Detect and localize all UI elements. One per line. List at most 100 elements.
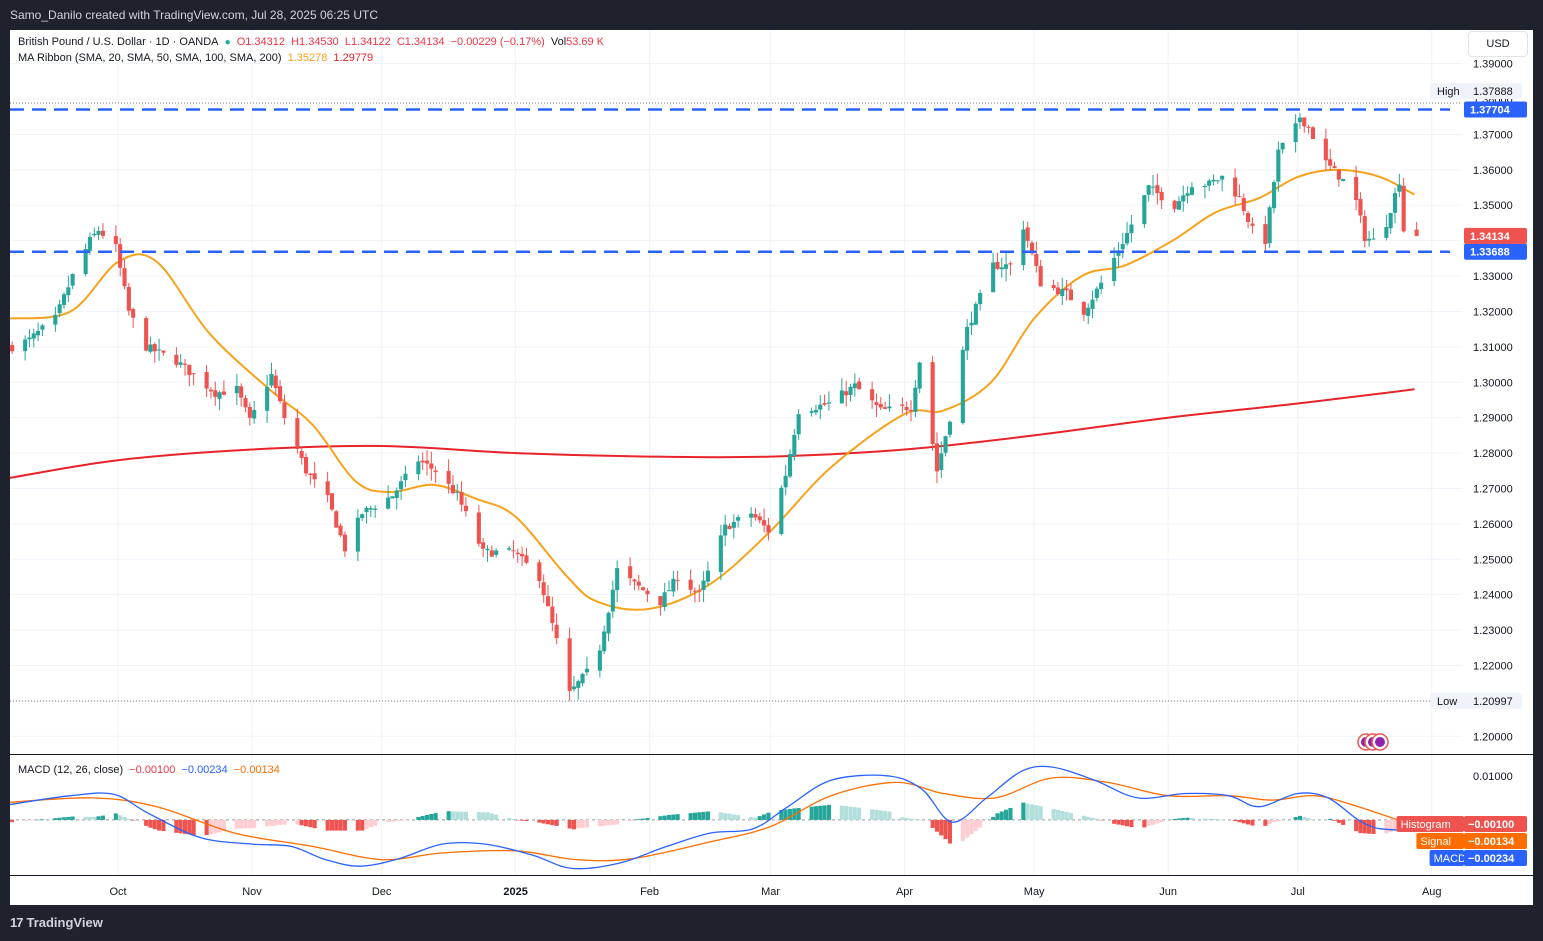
currency-button[interactable]: USD [1468,31,1528,57]
candle-body [878,404,883,408]
macd-histogram-bar [148,819,153,828]
us-events-icon[interactable] [1357,733,1389,751]
symbol-name[interactable]: British Pound / U.S. Dollar · 1D · OANDA [18,36,219,48]
candle [1276,141,1281,192]
candle-body [234,386,239,394]
candle [1185,186,1190,204]
macd-histogram-bar [144,819,149,826]
top-bar: Samo_Danilo created with TradingView.com… [0,0,1543,30]
candle [325,471,330,503]
candle [1086,303,1091,325]
candle-body [571,686,576,690]
candle-body [455,491,460,493]
candle-body [299,451,304,458]
candle [1030,240,1035,256]
price-axis-tick: 1.36000 [1473,165,1513,177]
ma-ribbon-title[interactable]: MA Ribbon (SMA, 20, SMA, 50, SMA, 100, S… [18,52,282,64]
macd-histogram-bar [1159,819,1164,822]
low-price-label[interactable]: Low 1.20997 [1430,693,1522,709]
price-axis-tick: 1.23000 [1473,625,1513,637]
macd-histogram-bar [723,813,728,820]
macd-histogram-bar [1025,803,1030,820]
macd-histogram-bar [844,806,849,820]
candle-body [1125,233,1130,244]
candle-body [736,517,741,521]
macd-histogram-bar [917,819,922,821]
macd-histogram-bar [373,819,378,826]
macd-histogram-bar [1094,818,1099,820]
candle-body [1202,186,1207,187]
candle [463,497,468,517]
macd-histogram-bar [1202,818,1207,820]
macd-histogram-bar [507,818,512,820]
macd-histogram-bar [757,816,762,820]
chart-canvas[interactable]: 1.200001.210001.220001.230001.240001.250… [9,30,1533,905]
signal-tag[interactable]: Signal −0.00134 [1416,833,1527,849]
last-price-label[interactable]: 1.34134 [1464,227,1527,244]
candle-body [386,497,391,509]
candle-body [1263,224,1268,244]
macd-histogram-bar [1362,819,1367,834]
candle [299,447,304,465]
macd-tag[interactable]: MACD −0.00234 [1429,850,1527,866]
macd-histogram-bar [1323,819,1328,820]
macd-histogram-bar [1246,819,1251,825]
level-price-label[interactable]: 1.37704 [1464,101,1527,118]
macd-histogram-bar [991,817,996,820]
candle-body [463,505,468,512]
candle [1060,277,1065,306]
candle-body [416,461,421,475]
candle [1176,196,1181,210]
macd-histogram-bar [537,819,542,823]
level-price-label[interactable]: 1.33688 [1464,243,1527,260]
candle-body [705,570,710,582]
macd-histogram-bar [662,815,667,820]
candle-body [1306,126,1311,128]
candle-body [1151,186,1156,188]
candle-body [515,552,520,555]
candle [779,485,784,536]
candle [1358,192,1363,224]
candle-body [1068,289,1073,301]
candle [809,407,814,417]
macd-histogram-bar [1276,819,1281,822]
candle-body [692,590,697,592]
chart-panel[interactable]: 1.200001.210001.220001.230001.240001.250… [9,30,1533,905]
candle-body [1388,213,1393,229]
candle [580,672,585,687]
candle [31,328,36,348]
macd-histogram-bar [688,813,693,820]
histogram-tag[interactable]: Histogram −0.00100 [1396,816,1527,832]
candle-body [57,304,62,314]
candle-body [1332,166,1337,168]
candle [762,508,767,533]
candle [783,464,788,496]
candle-body [269,374,274,386]
candle-body [1293,123,1298,143]
candle [1371,228,1376,240]
candle [416,455,421,481]
candle [269,362,274,388]
candle-body [126,287,131,311]
macd-title[interactable]: MACD (12, 26, close) [18,764,124,776]
candle-body [701,580,706,590]
candle-body [718,535,723,572]
candle-body [900,404,905,406]
macd-histogram-bar [848,806,853,820]
macd-histogram-bar [1237,819,1242,823]
candle-body [688,579,693,590]
candle-body [813,409,818,413]
candle-body [1051,285,1056,289]
time-axis-tick: Jul [1291,886,1305,898]
macd-histogram-bar [390,819,395,822]
candle [1146,184,1151,202]
candle-body [1099,282,1104,289]
macd-histogram-bar [718,812,723,820]
candle-body [157,349,162,351]
high-price-label[interactable]: High 1.37888 [1430,83,1522,99]
candle-body [554,624,559,638]
signal-tag-value-bg [1464,833,1527,849]
tradingview-brand[interactable]: 17 TradingView [10,915,103,930]
macd-histogram-bar [118,815,123,820]
macd-histogram-bar [822,805,827,820]
